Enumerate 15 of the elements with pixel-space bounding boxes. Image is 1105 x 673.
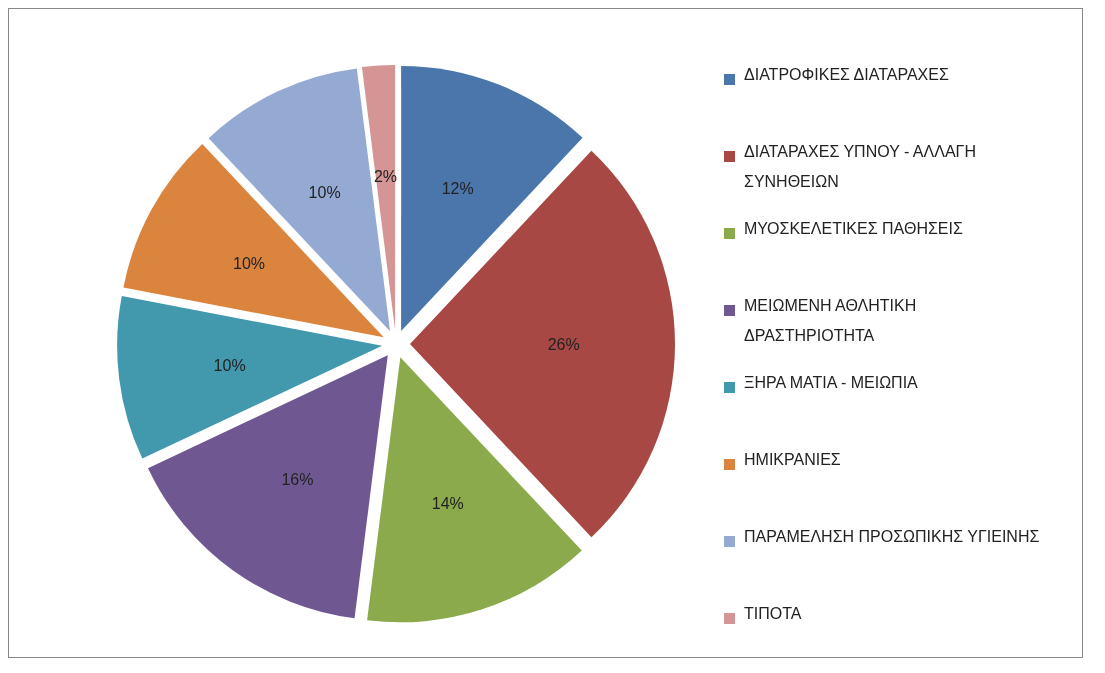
data-label: 16%	[281, 471, 314, 489]
data-label: 12%	[441, 179, 474, 197]
legend-label: ΜΕΙΩΜΕΝΗ ΑΘΛΗΤΙΚΗ ΔΡΑΣΤΗΡΙΟΤΗΤΑ	[744, 296, 918, 346]
legend-label: ΠΑΡΑΜΕΛΗΣΗ ΠΡΟΣΩΠΙΚΗΣ ΥΓΙΕΙΝΗΣ	[744, 527, 1041, 547]
legend-label: ΗΜΙΚΡΑΝΙΕΣ	[744, 450, 842, 470]
legend-label: ΜΥΟΣΚΕΛΕΤΙΚΕΣ ΠΑΘΗΣΕΙΣ	[744, 219, 964, 239]
data-label: 10%	[233, 254, 266, 272]
data-label: 26%	[547, 335, 580, 353]
legend-label: ΔΙΑΤΡΟΦΙΚΕΣ ΔΙΑΤΑΡΑΧΕΣ	[744, 65, 950, 85]
data-label: 14%	[431, 494, 464, 512]
data-label: 10%	[213, 356, 246, 374]
legend-label: ΤΙΠΟΤΑ	[744, 604, 803, 624]
legend-label: ΔΙΑΤΑΡΑΧΕΣ ΥΠΝΟΥ - ΑΛΛΑΓΗ ΣΥΝΗΘΕΙΩΝ	[744, 142, 977, 192]
data-label: 10%	[308, 183, 341, 201]
legend-label: ΞΗΡΑ ΜΑΤΙΑ - ΜΕΙΩΠΙΑ	[744, 373, 919, 393]
